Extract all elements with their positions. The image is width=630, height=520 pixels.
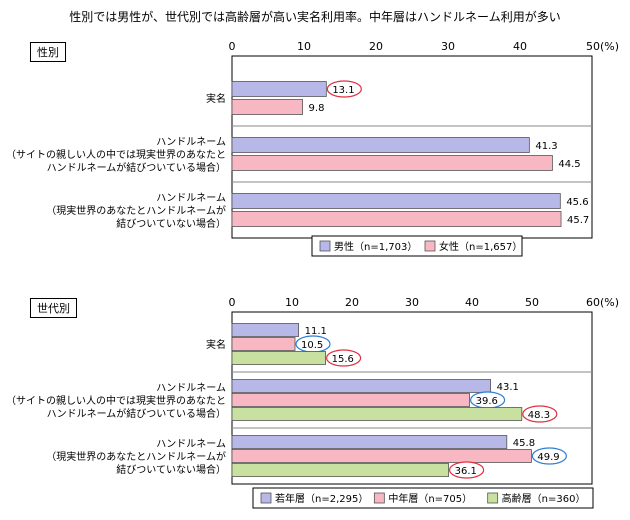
page-title: 性別では男性が、世代別では高齢層が高い実名利用率。中年層はハンドルネーム利用が多… bbox=[69, 10, 561, 24]
data-label: 49.9 bbox=[537, 452, 559, 463]
bar bbox=[231, 407, 523, 421]
x-tick-label: 40 bbox=[465, 296, 479, 309]
x-tick-label: 50(%) bbox=[586, 40, 619, 53]
category-label: 結びついていない場合） bbox=[116, 217, 226, 230]
legend-swatch bbox=[319, 240, 331, 252]
data-label: 36.1 bbox=[455, 466, 477, 477]
legend-box bbox=[311, 235, 523, 257]
highlight-ellipse bbox=[326, 80, 362, 98]
category-label: 実名 bbox=[206, 338, 226, 351]
highlight-ellipse bbox=[522, 405, 558, 423]
legend-box bbox=[252, 487, 594, 509]
legend-entry: 中年層（n=705） bbox=[388, 492, 472, 505]
data-label: 45.7 bbox=[567, 215, 589, 226]
data-label: 44.5 bbox=[558, 159, 580, 170]
category-label: ハンドルネーム bbox=[156, 438, 226, 450]
category-label: （サイトの親しい人の中では現実世界のあなたと bbox=[6, 148, 226, 161]
bar bbox=[231, 193, 561, 209]
highlight-ellipse bbox=[449, 461, 485, 479]
legend: 若年層（n=2,295） 中年層（n=705） 高齢層（n=360） bbox=[252, 487, 594, 509]
x-tick-label: 50 bbox=[525, 296, 539, 309]
legend-entry: 女性（n=1,657） bbox=[439, 240, 522, 253]
data-label: 9.8 bbox=[309, 103, 325, 114]
bar bbox=[231, 155, 553, 171]
legend: 男性（n=1,703） 女性（n=1,657） bbox=[311, 235, 523, 257]
category-label: 結びついていない場合） bbox=[116, 463, 226, 476]
x-tick-label: 20 bbox=[369, 40, 383, 53]
bar bbox=[231, 337, 296, 351]
legend-entry: 男性（n=1,703） bbox=[334, 240, 417, 253]
data-label: 43.1 bbox=[497, 382, 519, 393]
bar bbox=[231, 449, 532, 463]
bar bbox=[231, 323, 299, 337]
data-label: 45.6 bbox=[566, 197, 588, 208]
x-tick-label: 10 bbox=[285, 296, 299, 309]
x-tick-label: 0 bbox=[229, 296, 236, 309]
highlight-ellipse bbox=[531, 447, 568, 465]
category-label: （サイトの親しい人の中では現実世界のあなたと bbox=[6, 394, 226, 407]
bar bbox=[231, 393, 471, 407]
bar bbox=[231, 81, 327, 97]
bar bbox=[231, 379, 492, 393]
legend-entry: 若年層（n=2,295） bbox=[275, 492, 368, 505]
x-tick-label: 30 bbox=[441, 40, 455, 53]
data-label: 48.3 bbox=[528, 410, 550, 421]
data-label: 39.6 bbox=[476, 396, 498, 407]
legend-entry: 高齢層（n=360） bbox=[502, 492, 586, 505]
data-label: 41.3 bbox=[535, 141, 557, 152]
panel-label-generation: 世代別 bbox=[30, 298, 77, 318]
chart-gender: 0 10 20 30 40 50(%)実名13.19.8ハンドルネーム（サイトの親しい人の… bbox=[6, 40, 619, 257]
data-label: 11.1 bbox=[305, 326, 327, 337]
category-label: ハンドルネーム bbox=[156, 192, 226, 204]
legend-swatch bbox=[373, 492, 385, 504]
x-tick-label: 30 bbox=[405, 296, 419, 309]
category-label: （現実世界のあなたとハンドルネームが bbox=[46, 450, 226, 463]
panel-label-gender: 性別 bbox=[30, 42, 66, 62]
legend-swatch bbox=[260, 492, 272, 504]
bar bbox=[231, 463, 450, 477]
legend-swatch bbox=[424, 240, 436, 252]
category-label: ハンドルネーム bbox=[156, 382, 226, 394]
category-label: （現実世界のあなたとハンドルネームが bbox=[46, 204, 226, 217]
bar bbox=[231, 435, 508, 449]
legend-swatch bbox=[487, 492, 499, 504]
x-tick-label: 20 bbox=[345, 296, 359, 309]
category-label: 実名 bbox=[206, 92, 226, 105]
data-label: 15.6 bbox=[332, 354, 354, 365]
category-label: ハンドルネームが結びついている場合） bbox=[47, 161, 226, 174]
x-tick-label: 0 bbox=[229, 40, 236, 53]
category-label: ハンドルネーム bbox=[156, 136, 226, 148]
chart-generation: 0 10 20 30 40 50 60(%)実名11.110.515.6ハンドルネーム（サイ… bbox=[6, 296, 619, 509]
data-label: 45.8 bbox=[513, 438, 535, 449]
category-label: ハンドルネームが結びついている場合） bbox=[47, 407, 226, 420]
data-label: 10.5 bbox=[301, 340, 323, 351]
bar bbox=[231, 351, 326, 365]
x-tick-label: 60(%) bbox=[586, 296, 619, 309]
x-tick-label: 40 bbox=[513, 40, 527, 53]
bar bbox=[231, 137, 530, 153]
bar bbox=[231, 99, 303, 115]
highlight-ellipse bbox=[326, 349, 362, 367]
x-tick-label: 10 bbox=[297, 40, 311, 53]
bar bbox=[231, 211, 562, 227]
data-label: 13.1 bbox=[332, 85, 354, 96]
